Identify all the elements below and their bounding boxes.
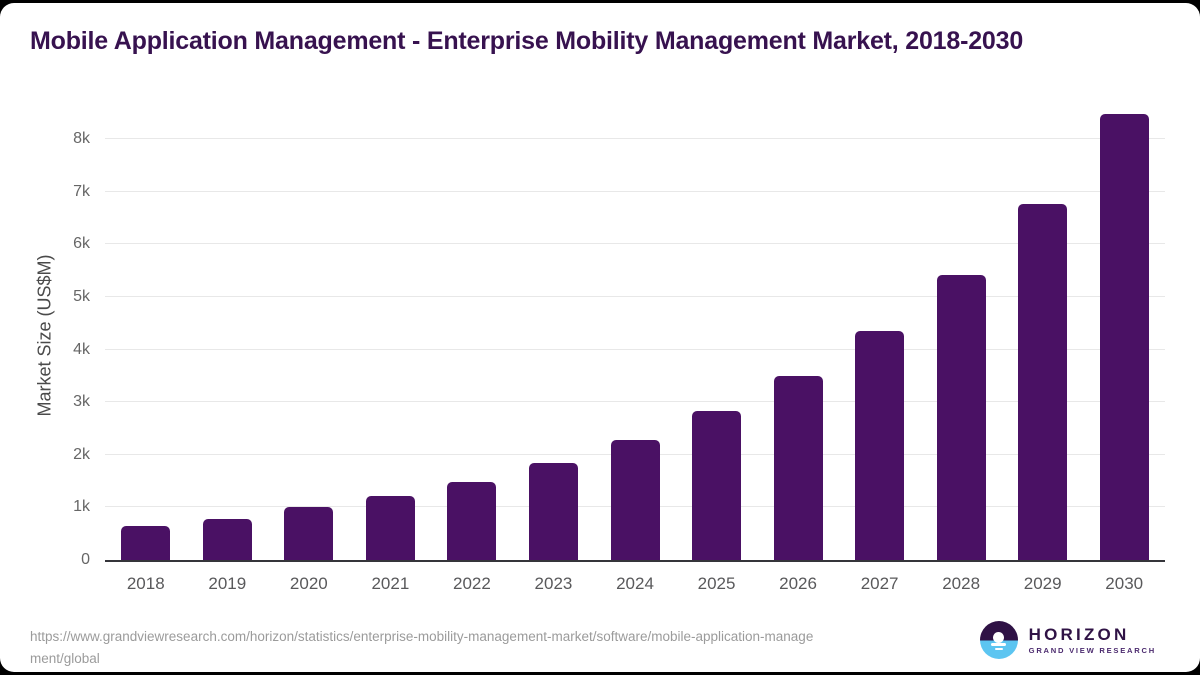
bar-2027[interactable] (855, 330, 905, 560)
y-tick-label-1k: 1k (73, 498, 90, 516)
x-tick-label-2025: 2025 (697, 574, 736, 593)
gridline-4k (105, 348, 1165, 350)
bar-2030[interactable] (1099, 114, 1149, 560)
bar-2020[interactable] (284, 507, 334, 560)
x-tick-label-2024: 2024 (616, 574, 654, 593)
logo-subtitle: GRAND VIEW RESEARCH (1028, 645, 1156, 655)
gridline-5k (105, 295, 1165, 297)
y-axis-title: Market Size (US$M) (34, 254, 55, 417)
bar-2022[interactable] (447, 481, 497, 560)
x-tick-label-2027: 2027 (860, 574, 899, 593)
bar-2021[interactable] (365, 495, 415, 560)
x-tick-label-2026: 2026 (779, 574, 817, 593)
bar-2018[interactable] (121, 526, 171, 560)
x-tick-label-2030: 2030 (1105, 574, 1144, 593)
gridline-8k (105, 138, 1165, 140)
y-tick-label-0: 0 (81, 551, 90, 568)
gridline-6k (105, 243, 1165, 245)
bar-2019[interactable] (202, 518, 252, 560)
y-tick-label-2k: 2k (73, 445, 90, 463)
horizon-logo-text: HORIZON GRAND VIEW RESEARCH (1029, 626, 1156, 655)
y-tick-label-8k: 8k (73, 130, 90, 148)
x-tick-label-2028: 2028 (942, 574, 981, 593)
y-tick-label-7k: 7k (73, 182, 90, 200)
bar-2026[interactable] (773, 375, 823, 560)
y-tick-label-4k: 4k (73, 340, 90, 358)
x-tick-label-2021: 2021 (371, 574, 410, 593)
bar-2028[interactable] (936, 275, 986, 560)
y-tick-label-6k: 6k (73, 235, 90, 253)
horizon-line-icon (994, 647, 1003, 650)
chart-card: Mobile Application Management - Enterpri… (0, 3, 1200, 672)
y-tick-label-5k: 5k (73, 287, 90, 305)
x-tick-label-2022: 2022 (453, 574, 491, 593)
source-url: https://www.grandviewresearch.com/horizo… (30, 629, 814, 666)
bar-2029[interactable] (1018, 204, 1068, 560)
gridline-7k (105, 190, 1165, 192)
horizon-logo[interactable]: HORIZON GRAND VIEW RESEARCH (979, 621, 1156, 659)
x-tick-label-2019: 2019 (208, 574, 247, 593)
x-tick-label-2020: 2020 (289, 574, 328, 593)
x-tick-label-2018: 2018 (126, 574, 165, 593)
y-tick-label-3k: 3k (73, 393, 90, 411)
sun-icon (993, 631, 1005, 643)
bar-2023[interactable] (528, 463, 578, 560)
logo-name: HORIZON (1028, 624, 1130, 644)
x-tick-label-2029: 2029 (1023, 574, 1062, 593)
plot-area: 0 1k 2k 3k 4k 5k 6k 7k 8k 2018 2019 2020 2021 2022 202… (73, 111, 1165, 593)
bar-2024[interactable] (610, 440, 660, 560)
gridline-3k (105, 401, 1165, 403)
horizon-logo-icon (979, 621, 1018, 659)
chart-title: Mobile Application Management - Enterpri… (30, 27, 1024, 55)
horizon-line-icon (991, 643, 1007, 646)
bar-2025[interactable] (692, 411, 742, 560)
x-tick-label-2023: 2023 (534, 574, 573, 593)
